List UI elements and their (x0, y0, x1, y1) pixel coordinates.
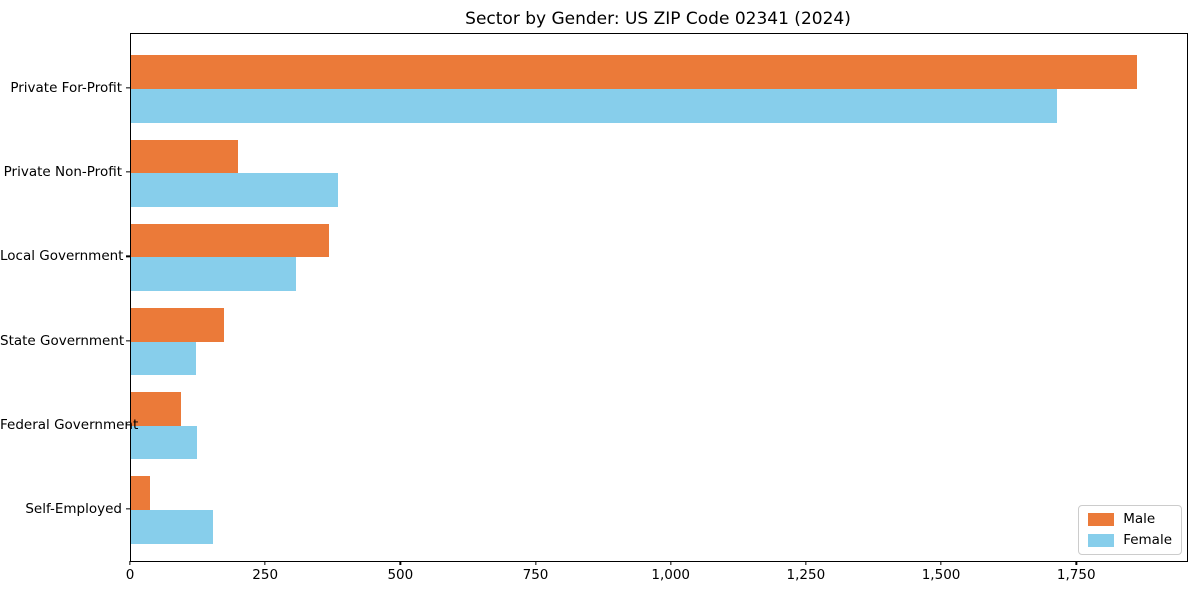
bar-female-self-employed (131, 510, 214, 544)
y-tick-label-local-government: Local Government (0, 248, 124, 265)
bar-male-federal-government (131, 392, 181, 426)
y-tick-label-state-government: State Government (0, 332, 125, 349)
plot-area: Male Female (130, 33, 1188, 562)
bar-female-private-non-profit (131, 173, 339, 207)
x-tick-mark (670, 561, 672, 566)
chart-title: Sector by Gender: US ZIP Code 02341 (202… (465, 9, 851, 29)
legend-item-male: Male (1088, 511, 1172, 527)
y-tick-mark (126, 339, 130, 342)
x-tick-mark (264, 561, 266, 566)
x-tick-label-1-750: 1,750 (1056, 567, 1096, 583)
y-tick-mark (126, 255, 130, 258)
y-tick-label-self-employed: Self-Employed (25, 501, 122, 517)
x-tick-mark (129, 561, 131, 566)
bar-male-local-government (131, 223, 329, 258)
x-tick-mark (534, 561, 537, 566)
legend-swatch-male-icon (1088, 513, 1115, 527)
x-tick-mark (399, 561, 401, 566)
y-tick-label-private-non-profit: Private Non-Profit (3, 164, 122, 181)
x-tick-label-500: 500 (387, 567, 414, 583)
x-tick-mark (805, 561, 807, 566)
legend-label-female: Female (1123, 531, 1172, 548)
bar-male-state-government (131, 307, 224, 342)
bar-male-self-employed (131, 476, 151, 510)
y-tick-mark (126, 87, 130, 89)
x-tick-label-250: 250 (252, 567, 279, 583)
bar-male-private-for-profit (131, 55, 1137, 89)
legend-label-male: Male (1123, 511, 1156, 527)
y-tick-mark (126, 171, 130, 173)
y-tick-mark (126, 508, 130, 510)
legend: Male Female (1078, 505, 1182, 555)
x-tick-label-750: 750 (522, 567, 549, 583)
bar-male-private-non-profit (131, 139, 239, 174)
x-tick-label-0: 0 (125, 567, 135, 583)
y-tick-mark (126, 424, 130, 426)
bar-female-local-government (131, 257, 297, 292)
x-tick-label-1-000: 1,000 (651, 567, 691, 583)
y-tick-label-private-for-profit: Private For-Profit (10, 80, 122, 96)
x-tick-label-1-500: 1,500 (921, 567, 961, 583)
x-tick-label-1-250: 1,250 (786, 567, 826, 583)
bar-female-private-for-profit (131, 89, 1058, 123)
legend-swatch-female-icon (1088, 533, 1115, 547)
x-tick-mark (940, 561, 942, 566)
y-tick-label-federal-government: Federal Government (0, 416, 139, 433)
x-tick-mark (1075, 561, 1077, 566)
bar-female-federal-government (131, 425, 197, 460)
legend-item-female: Female (1088, 531, 1172, 548)
bar-female-state-government (131, 341, 196, 376)
